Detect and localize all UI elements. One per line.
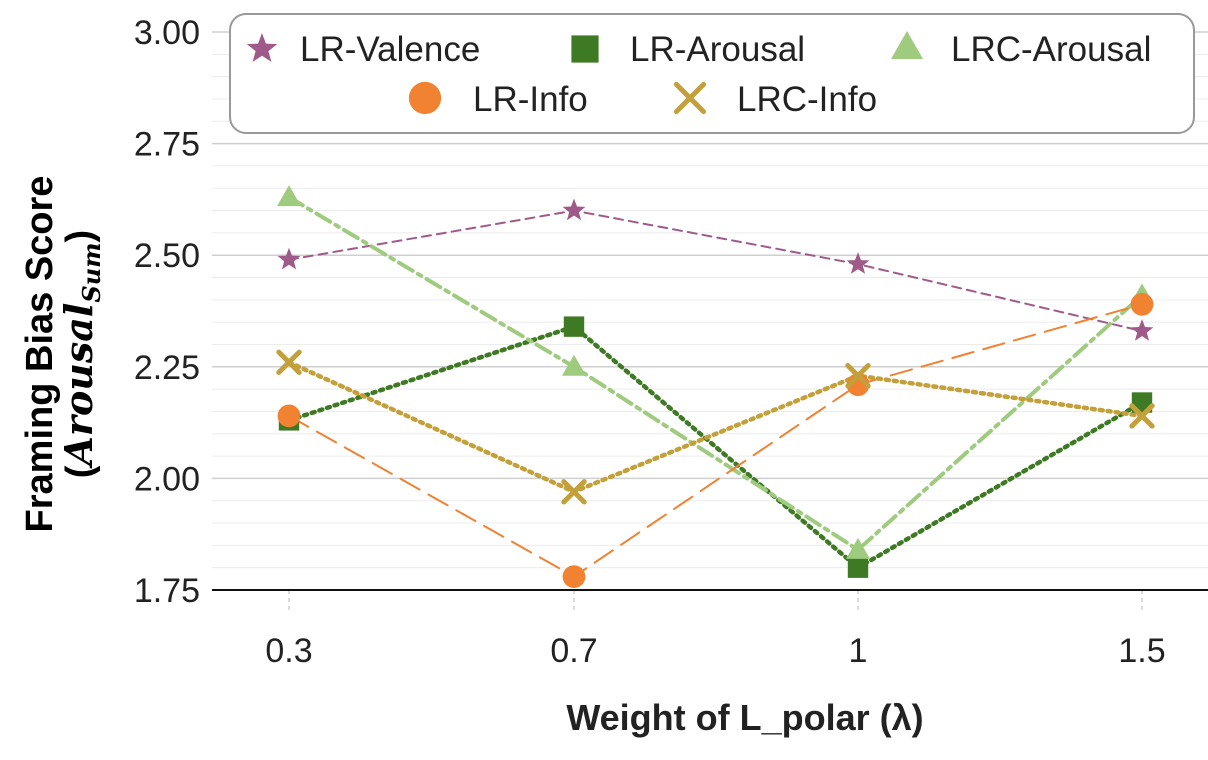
legend-marker-lr-valence bbox=[246, 33, 278, 62]
y-axis-title-open-paren: ( bbox=[59, 465, 101, 478]
series-line-lr-info bbox=[288, 303, 1143, 578]
data-point-lr-valence bbox=[1130, 319, 1154, 341]
series-markers-lr-valence bbox=[277, 198, 1154, 341]
data-point-lr-info bbox=[562, 565, 586, 589]
series-line-lrc-arousal bbox=[287, 195, 1144, 553]
data-point-lrc-info bbox=[1129, 403, 1155, 429]
series-lr-valence bbox=[288, 209, 1143, 333]
axes: 1.75 2.00 2.25 2.50 2.75 3.00 0.3 0.7 1 1.5 bbox=[134, 14, 1208, 670]
legend-box bbox=[229, 13, 1195, 134]
y-axis-title-sub: (ArousalSum) bbox=[56, 230, 106, 478]
data-point-lrc-info-stroke bbox=[845, 363, 871, 389]
data-point-lrc-arousal bbox=[846, 537, 870, 559]
x-tick-label: 1 bbox=[849, 632, 868, 670]
data-point-lrc-info bbox=[845, 363, 871, 389]
legend-item-lr-info: LR-Info bbox=[408, 80, 588, 119]
legend-item-lrc-info: LRC-Info bbox=[673, 80, 877, 119]
series-lr-arousal bbox=[286, 324, 1145, 571]
data-point-lrc-info-stroke bbox=[1129, 403, 1155, 429]
y-axis-title-subscript: Sum bbox=[77, 242, 106, 302]
series-line-lr-arousal bbox=[286, 324, 1145, 571]
legend-marker-lrc-info bbox=[673, 81, 707, 115]
data-point-lrc-info bbox=[561, 479, 587, 505]
x-tick-label: 0.7 bbox=[550, 632, 597, 670]
series-lr-info bbox=[288, 303, 1143, 578]
y-axis-title-close-paren: ) bbox=[59, 230, 101, 243]
series-markers-lrc-arousal bbox=[277, 185, 1154, 559]
data-point-lrc-info-stroke bbox=[561, 479, 587, 505]
legend-marker-lrc-info-stroke bbox=[673, 81, 707, 115]
series-line-lrc-info bbox=[286, 360, 1145, 495]
data-point-lr-valence bbox=[277, 247, 301, 270]
y-axis-title-main: Framing Bias Score bbox=[19, 176, 61, 533]
data-point-lr-info bbox=[1130, 292, 1154, 316]
legend-marker-lr-arousal bbox=[571, 35, 599, 63]
y-tick-label: 2.75 bbox=[134, 126, 200, 164]
data-point-lr-valence bbox=[846, 252, 870, 274]
legend-label-lr-info: LR-Info bbox=[473, 80, 588, 119]
legend-label-lrc-info: LRC-Info bbox=[737, 80, 877, 119]
legend: LR-Valence LR-Arousal LRC-Arousal LR-Info LR… bbox=[229, 13, 1195, 134]
series-lrc-arousal bbox=[287, 195, 1144, 553]
data-point-lr-info bbox=[277, 404, 301, 428]
y-axis-title-variable: Arousal bbox=[56, 303, 101, 469]
data-point-lrc-info bbox=[276, 349, 302, 376]
legend-label-lrc-arousal: LRC-Arousal bbox=[951, 30, 1151, 69]
series-lrc-info bbox=[286, 360, 1145, 495]
data-point-lr-arousal bbox=[847, 557, 869, 578]
y-tick-label: 2.50 bbox=[134, 237, 200, 275]
data-point-lrc-info-stroke bbox=[276, 349, 302, 376]
x-tick-label: 1.5 bbox=[1118, 632, 1165, 670]
legend-marker-lrc-arousal bbox=[891, 31, 923, 59]
x-axis-title: Weight of L_polar (λ) bbox=[566, 697, 923, 738]
data-point-lrc-arousal bbox=[277, 185, 301, 207]
data-point-lr-valence bbox=[562, 198, 586, 221]
series-line-lr-valence bbox=[288, 209, 1143, 333]
data-point-lrc-arousal bbox=[562, 354, 586, 376]
legend-item-lr-arousal: LR-Arousal bbox=[571, 30, 805, 69]
series-markers-lrc-info bbox=[276, 349, 1155, 505]
data-point-lr-arousal bbox=[563, 316, 585, 337]
y-tick-label: 1.75 bbox=[134, 572, 200, 610]
legend-item-lr-valence: LR-Valence bbox=[246, 30, 480, 69]
series-layer bbox=[276, 185, 1155, 589]
legend-item-lrc-arousal: LRC-Arousal bbox=[891, 30, 1151, 69]
x-tick-label: 0.3 bbox=[265, 632, 312, 670]
legend-marker-lr-info bbox=[408, 81, 442, 115]
y-tick-label: 3.00 bbox=[134, 14, 200, 52]
series-markers-lr-info bbox=[277, 292, 1154, 589]
legend-label-lr-arousal: LR-Arousal bbox=[630, 30, 805, 69]
y-tick-label: 2.00 bbox=[134, 460, 200, 498]
y-tick-label: 2.25 bbox=[134, 349, 200, 387]
legend-label-lr-valence: LR-Valence bbox=[300, 30, 480, 69]
y-axis-title: Framing Bias Score (ArousalSum) bbox=[19, 176, 106, 533]
